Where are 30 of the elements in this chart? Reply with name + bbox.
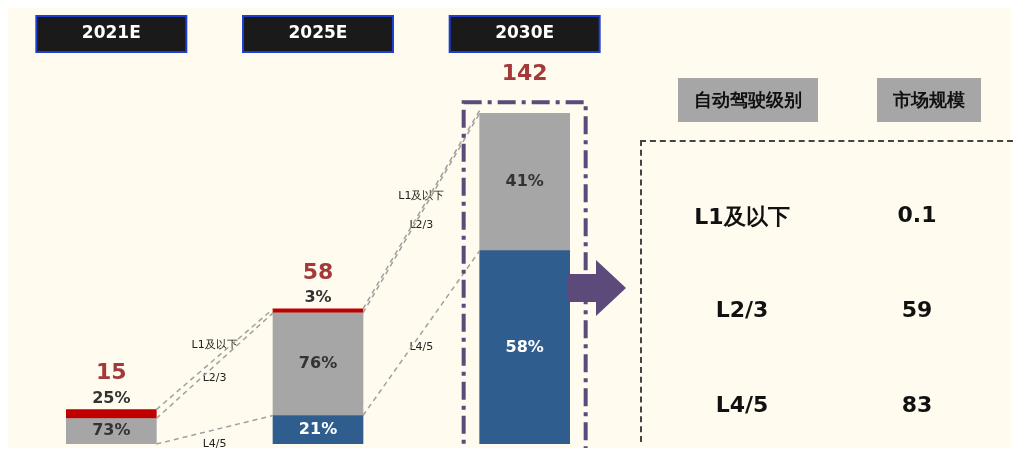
annotation: 58% [505,336,544,356]
annotation: 73% [92,420,131,440]
text: L4/5 [715,392,769,417]
text: 自动驾驶级别 [677,78,818,122]
text: 市场规模 [877,78,982,122]
text: 59 [900,297,934,322]
text: L2/3 [202,370,227,384]
x-tick-label: 2025E [288,22,348,43]
annotation: 76% [298,353,338,373]
text: 0.1 [896,202,938,229]
text: L4/5 [202,436,227,450]
text: L1及以下 [191,338,238,352]
text: L2/3 [715,297,769,322]
x-tick-label: 2030E [495,22,555,43]
annotation: 25% [92,387,131,407]
bar [66,409,157,419]
annotation: 15 [96,359,127,385]
annotation: 3% [304,287,332,307]
annotation: 21% [298,418,338,438]
text: 142 [501,60,548,86]
text: 83 [900,392,934,417]
text: L1及以下 [694,204,790,229]
bar [272,415,364,444]
annotation: 58 [302,258,334,284]
bar [479,250,570,444]
annotation: 41% [505,171,544,191]
text: L1及以下 [398,188,445,202]
x-tick-label: 2021E [81,22,141,43]
text: L4/5 [409,339,434,353]
text: L2/3 [409,217,434,231]
